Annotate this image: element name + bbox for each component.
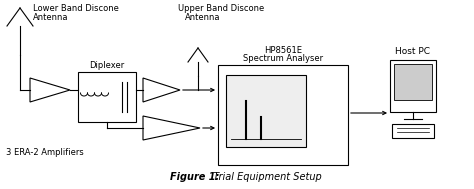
Text: Figure 1:: Figure 1: [170,172,219,182]
Bar [226,75,306,147]
Text: Upper Band Discone: Upper Band Discone [178,4,264,13]
Text: Antenna: Antenna [185,13,220,22]
Text: 3 ERA-2 Amplifiers: 3 ERA-2 Amplifiers [6,148,84,157]
Text: Lower Band Discone: Lower Band Discone [33,4,119,13]
Text: Diplexer: Diplexer [90,61,125,70]
Bar [78,72,136,122]
Text: HP8561E: HP8561E [264,46,302,55]
Bar [394,64,432,100]
Text: Trial Equipment Setup: Trial Equipment Setup [207,172,322,182]
Bar [390,60,436,112]
Text: Spectrum Analyser: Spectrum Analyser [243,54,323,63]
Text: Host PC: Host PC [395,47,430,56]
Text: Antenna: Antenna [33,13,69,22]
Bar [392,124,434,138]
Bar [218,65,348,165]
